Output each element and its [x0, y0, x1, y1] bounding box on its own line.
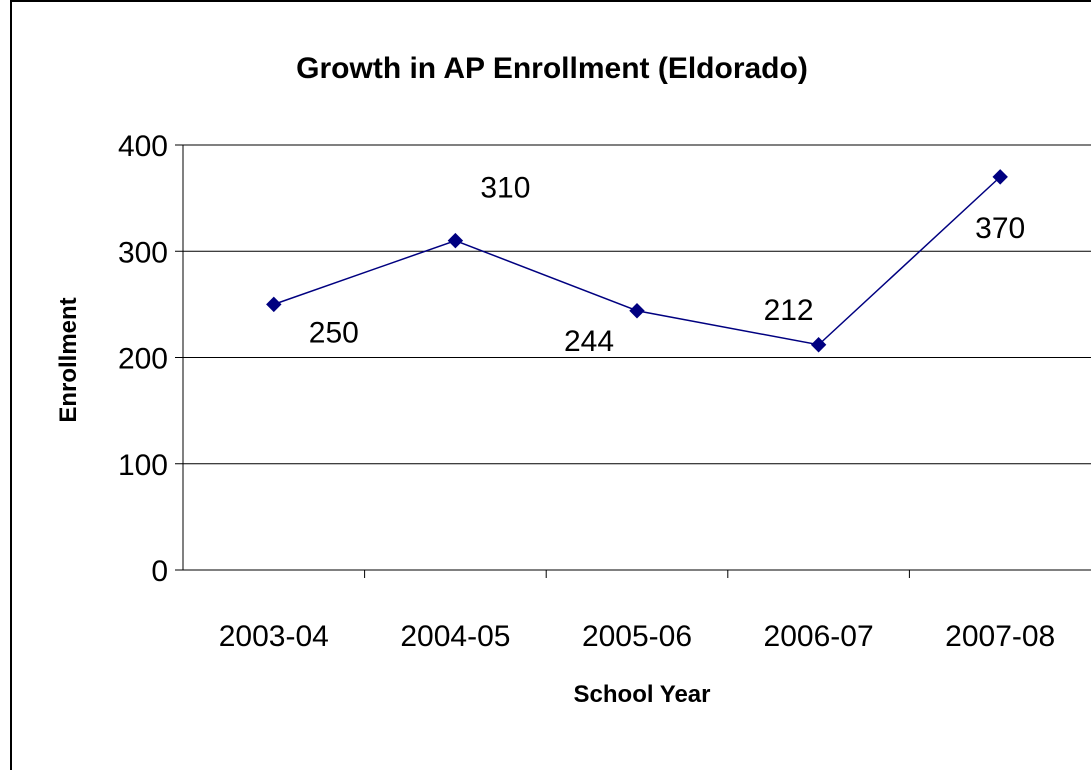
data-point-marker [266, 296, 282, 313]
y-tick-label: 200 [118, 343, 168, 376]
data-label: 212 [764, 294, 814, 327]
gridlines [183, 144, 1091, 465]
data-point-marker [447, 232, 464, 249]
y-tick-label: 0 [151, 555, 168, 588]
y-tick-label: 400 [118, 130, 168, 163]
data-point-marker [629, 303, 645, 319]
data-label: 250 [309, 316, 359, 349]
y-axis-ticks: 0 100 200 300 400 [118, 130, 183, 588]
data-label: 244 [564, 325, 614, 358]
data-label: 370 [975, 212, 1025, 245]
y-axis-label: Enrollment [55, 297, 82, 422]
data-label-layer: 250 310 244 212 370 [309, 172, 1025, 358]
data-point-marker [810, 337, 827, 353]
series-line [273, 176, 1001, 346]
x-tick-label: 2007-08 [945, 620, 1055, 653]
x-tick-label: 2005-06 [582, 620, 692, 653]
series-layer [266, 169, 1008, 353]
x-axis-label: School Year [574, 681, 711, 708]
x-axis-ticks: 2003-04 2004-05 2005-06 2006-07 2007-08 [219, 570, 1055, 653]
y-tick-label: 100 [118, 449, 168, 482]
data-label: 310 [480, 172, 530, 205]
x-tick-label: 2003-04 [219, 620, 329, 653]
data-point-marker [992, 169, 1008, 185]
x-tick-label: 2004-05 [400, 620, 510, 653]
x-tick-label: 2006-07 [764, 620, 874, 653]
y-tick-label: 300 [118, 236, 168, 269]
chart-title: Growth in AP Enrollment (Eldorado) [296, 52, 808, 85]
